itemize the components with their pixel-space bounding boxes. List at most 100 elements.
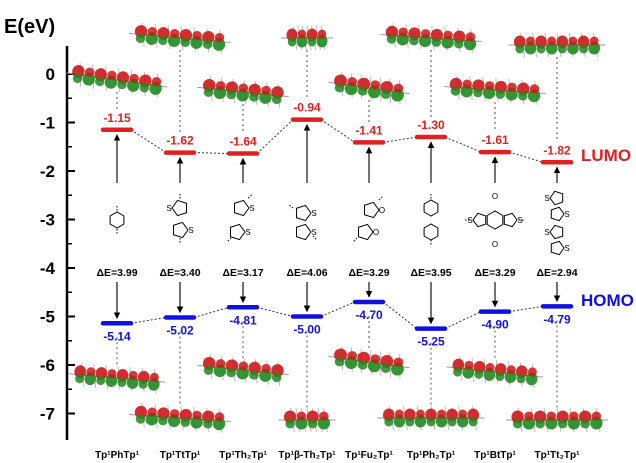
- orbital-lobe: [536, 44, 546, 54]
- tick-label: 0: [46, 65, 55, 84]
- attachment-bond: [226, 237, 232, 243]
- orbital-lobe: [151, 77, 162, 87]
- orbital-lobe: [297, 29, 307, 39]
- orbital-lobe: [226, 90, 237, 100]
- orbital-lobe: [117, 80, 127, 90]
- orbital-lobe: [453, 367, 463, 377]
- homo-value-label: -4.70: [355, 308, 383, 322]
- orbital-icon: [506, 407, 608, 433]
- orbital-icon: [129, 22, 231, 54]
- orbital-lobe: [545, 416, 558, 430]
- orbital-lobe: [456, 414, 469, 428]
- five-ring: [364, 201, 380, 219]
- orbital-lobe: [128, 370, 138, 380]
- orbital-lobe: [556, 410, 569, 424]
- orbital-lobe: [546, 411, 557, 421]
- benzene-icon: [109, 206, 125, 234]
- lumo-value-label: -1.61: [481, 133, 509, 147]
- orbital-lobe: [180, 417, 191, 427]
- compound-name: Tp¹TtTp¹: [160, 450, 201, 461]
- orbital-lobe: [296, 411, 307, 421]
- molecule-bond: [379, 77, 382, 102]
- attachment-bond: [312, 235, 318, 241]
- orbital-icon: [380, 23, 482, 54]
- orbital-lobe: [416, 409, 425, 419]
- orbital-lobe: [202, 39, 213, 49]
- orbital-lobe: [317, 416, 331, 430]
- orbital-lobe: [75, 374, 85, 384]
- orbital-lobe: [473, 88, 483, 98]
- orbital-lobe: [405, 417, 415, 427]
- orbital-icon: [197, 76, 289, 108]
- orbital-lobe: [96, 376, 106, 386]
- lumo-link: [508, 151, 544, 163]
- lumo-value-label: -1.30: [417, 118, 445, 132]
- gap-label: ΔE=3.99: [96, 267, 137, 279]
- orbital-icon: [278, 407, 336, 433]
- tick-label: -1: [40, 114, 55, 133]
- orbital-lobe: [158, 36, 168, 46]
- heteroatom-label: S: [564, 244, 569, 253]
- orbital-lobe: [462, 79, 472, 89]
- orbital-lobe: [238, 361, 249, 371]
- orbital-lobe: [384, 417, 394, 427]
- five-ring: [171, 199, 187, 217]
- compound-name: Tp¹BtTp¹: [474, 450, 516, 461]
- attachment-bond: [352, 237, 358, 243]
- orbital-lobe: [139, 83, 150, 93]
- heteroatom-label: S: [311, 209, 316, 218]
- orbital-lobe: [437, 409, 446, 419]
- orbital-lobe: [458, 409, 468, 419]
- heteroatom-label: O: [379, 206, 385, 215]
- orbital-lobe: [147, 407, 157, 417]
- orbital-lobe: [135, 414, 146, 424]
- legend: LUMO HOMO: [581, 146, 634, 310]
- orbital-lobe: [577, 35, 590, 49]
- orbital-lobe: [215, 81, 226, 91]
- orbital-lobe: [158, 416, 168, 426]
- homo-value-label: -5.02: [166, 323, 194, 337]
- orbital-lobe: [370, 354, 381, 364]
- orbital-lobe: [394, 409, 404, 419]
- biphenyl-icon: [423, 194, 439, 246]
- orbital-lobe: [545, 41, 558, 55]
- orbital-lobe: [382, 408, 395, 422]
- orbital-lobe: [393, 414, 406, 428]
- molecule-bond: [444, 405, 450, 431]
- lumo-value-label: -1.62: [166, 134, 194, 148]
- five-ring: [472, 212, 487, 228]
- attachment-bond: [288, 204, 294, 209]
- orbital-lobe: [465, 32, 476, 42]
- orbital-lobe: [149, 372, 159, 382]
- oxygen-label: O: [492, 240, 498, 249]
- connector-lines: [116, 50, 558, 408]
- orbital-lobe: [226, 368, 237, 378]
- orbital-lobe: [296, 34, 308, 48]
- benzene-ring: [109, 211, 125, 229]
- orbital-lobe: [522, 416, 536, 430]
- orbital-lobe: [398, 27, 408, 37]
- gap-label: ΔE=3.95: [410, 267, 451, 279]
- orbital-icon: [377, 405, 485, 431]
- lumo-legend: LUMO: [581, 146, 631, 165]
- orbital-lobe: [95, 77, 105, 87]
- orbital-lobe: [393, 357, 404, 367]
- orbital-lobe: [192, 30, 202, 40]
- heteroatom-label: S: [249, 204, 254, 213]
- orbital-icon: [328, 72, 410, 105]
- orbital-lobe: [261, 363, 271, 373]
- orbital-lobe: [484, 81, 495, 91]
- gap-label: ΔE=3.29: [348, 267, 389, 279]
- orbital-lobe: [370, 80, 381, 90]
- orbital-lobe: [467, 408, 480, 422]
- orbital-lobe: [135, 34, 146, 44]
- compound-name: Tp¹PhTp¹: [95, 450, 140, 461]
- five-ring: [550, 240, 565, 256]
- lumo-link: [320, 119, 356, 143]
- lumo-value-label: -1.41: [355, 123, 383, 137]
- orbital-lobe: [107, 369, 117, 379]
- energy-levels: [100, 117, 574, 331]
- orbital-lobe: [567, 416, 581, 430]
- orbital-lobe: [591, 411, 602, 421]
- homo-link: [320, 301, 356, 317]
